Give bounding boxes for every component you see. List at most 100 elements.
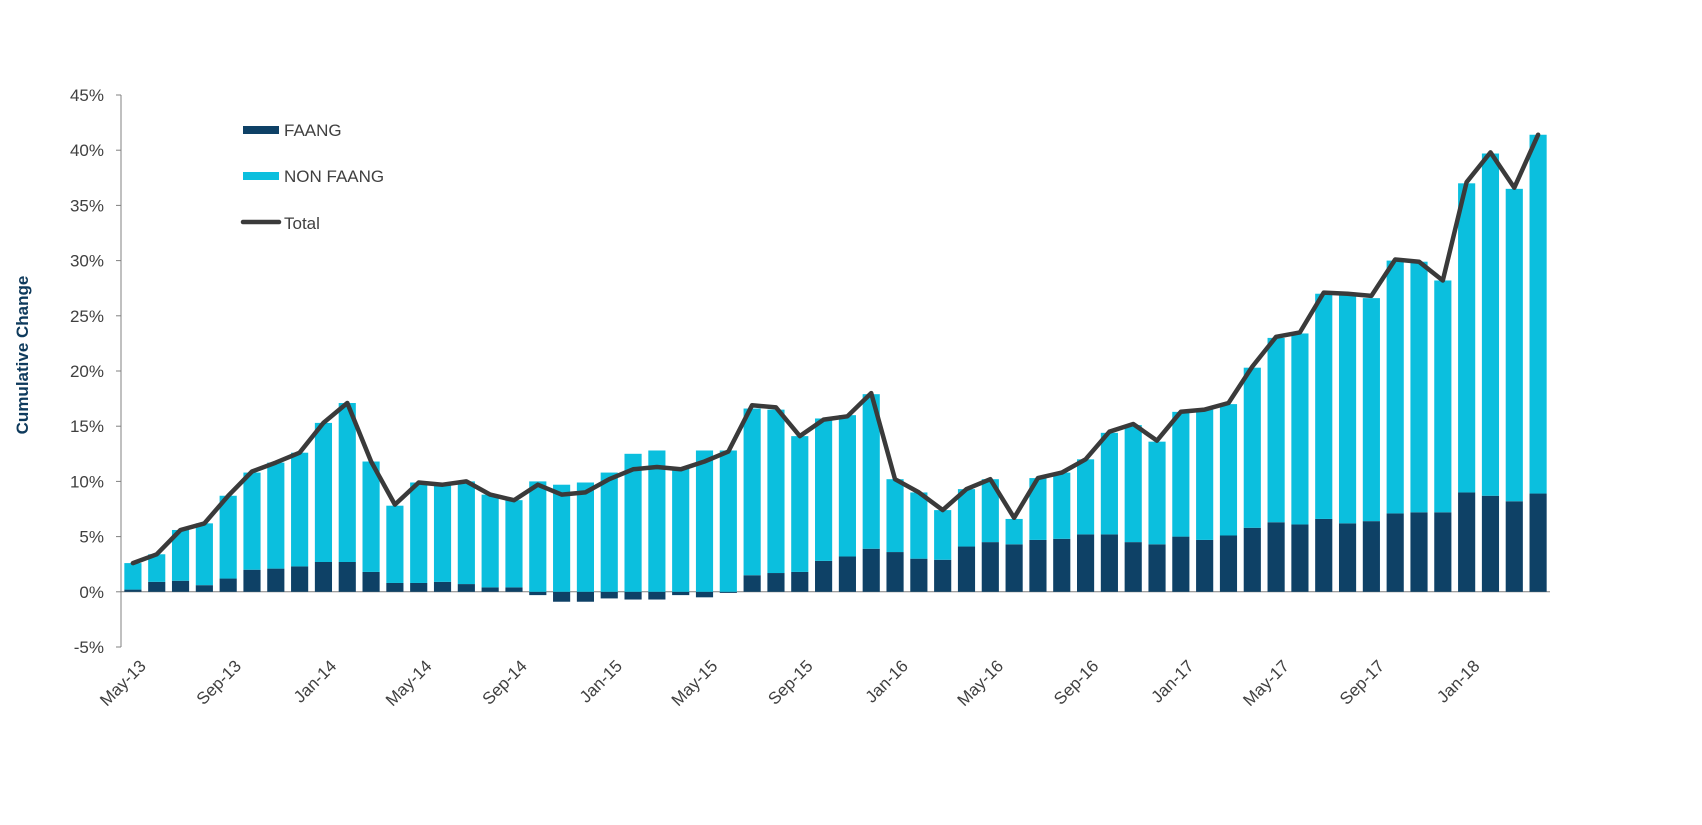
bar-non-faang: [505, 500, 523, 588]
bar-faang: [243, 569, 261, 592]
bar-non-faang: [672, 467, 690, 592]
bar-non-faang: [148, 554, 166, 582]
bar-faang: [695, 591, 714, 598]
bar-faang: [124, 589, 142, 592]
bar-non-faang: [386, 505, 404, 583]
bar-faang: [267, 568, 285, 592]
bar-faang: [171, 580, 190, 592]
y-tick-label: -5%: [74, 638, 104, 657]
y-tick-label: 15%: [70, 417, 104, 436]
y-tick-label: 0%: [79, 583, 104, 602]
bar-non-faang: [719, 450, 737, 592]
bar-non-faang: [600, 472, 618, 592]
bar-non-faang: [1077, 459, 1095, 535]
bar-non-faang: [1458, 183, 1476, 493]
bar-non-faang: [1529, 134, 1547, 494]
total-line-layer: [130, 132, 1541, 566]
bar-faang: [815, 560, 833, 592]
bar-faang: [219, 578, 237, 592]
bar-faang: [1077, 534, 1095, 592]
y-tick-label: 45%: [70, 86, 104, 105]
bar-non-faang: [957, 489, 976, 547]
x-tick-label: Jan-16: [862, 656, 912, 706]
x-tick-label: May-17: [1239, 656, 1293, 710]
y-tick-label: 25%: [70, 307, 104, 326]
x-tick-label: May-15: [668, 656, 722, 710]
bar-non-faang: [1315, 293, 1333, 519]
bar-non-faang: [1196, 408, 1214, 540]
bar-non-faang: [1291, 333, 1309, 525]
bar-faang: [1243, 527, 1261, 592]
bar-faang: [433, 581, 452, 592]
bar-faang: [1219, 535, 1238, 592]
bar-faang: [838, 556, 856, 592]
bar-faang: [1505, 501, 1523, 592]
bar-non-faang: [1029, 478, 1047, 540]
legend: FAANG NON FAANG Total: [240, 121, 384, 233]
bar-faang: [505, 587, 523, 592]
bar-non-faang: [410, 482, 428, 583]
bar-faang: [1196, 539, 1214, 592]
x-tick-label: Jan-15: [576, 656, 626, 706]
x-tick-label: Sep-16: [1050, 656, 1102, 708]
bar-faang: [1434, 512, 1452, 592]
bar-faang: [553, 591, 571, 602]
legend-faang-label: FAANG: [284, 121, 342, 140]
bar-non-faang: [838, 415, 856, 557]
bar-non-faang: [124, 563, 142, 590]
bar-non-faang: [1362, 298, 1380, 522]
bar-faang: [1100, 534, 1118, 592]
bar-non-faang: [743, 408, 761, 576]
bar-faang: [386, 582, 404, 592]
bar-non-faang: [1434, 280, 1452, 513]
bar-non-faang: [219, 495, 237, 579]
bar-faang: [148, 581, 166, 592]
bar-faang: [981, 542, 999, 592]
bar-non-faang: [862, 394, 880, 549]
bar-non-faang: [1100, 432, 1118, 535]
bar-non-faang: [1148, 441, 1166, 545]
bar-faang: [291, 566, 309, 592]
bar-non-faang: [815, 418, 833, 561]
x-tick-labels: May-13 Sep-13 Jan-14 May-14 Sep-14 Jan-15 May-…: [96, 656, 1483, 710]
bar-non-faang: [338, 403, 356, 562]
bar-non-faang: [481, 494, 499, 588]
x-tick-label: Jan-14: [290, 656, 340, 706]
x-tick-label: Sep-15: [764, 656, 816, 708]
bar-non-faang: [1124, 425, 1142, 543]
bar-faang: [1386, 513, 1404, 592]
bar-faang: [672, 591, 690, 596]
bar-non-faang: [695, 450, 714, 592]
bar-faang: [195, 585, 213, 592]
x-tick-label: May-14: [382, 656, 436, 710]
bar-faang: [1481, 495, 1500, 592]
bar-faang: [648, 591, 666, 600]
bar-non-faang: [267, 462, 285, 569]
bar-faang: [743, 575, 761, 592]
bar-non-faang: [1219, 404, 1238, 536]
bar-non-faang: [1005, 518, 1023, 545]
y-tick-label: 10%: [70, 472, 104, 491]
legend-total-label: Total: [284, 214, 320, 233]
bar-non-faang: [457, 481, 475, 585]
y-tick-label: 35%: [70, 196, 104, 215]
bar-non-faang: [171, 529, 190, 581]
bar-non-faang: [910, 492, 928, 559]
bar-non-faang: [981, 479, 999, 543]
y-tick-label: 5%: [79, 528, 104, 547]
bar-faang: [1338, 523, 1357, 592]
y-tick-label: 30%: [70, 252, 104, 271]
bar-non-faang: [1267, 337, 1285, 523]
x-tick-label: May-16: [954, 656, 1008, 710]
bar-non-faang: [314, 422, 333, 562]
bar-non-faang: [1172, 411, 1190, 537]
bar-faang: [957, 546, 976, 592]
x-tick-label: Sep-13: [193, 656, 245, 708]
bar-faang: [600, 591, 618, 599]
bar-faang: [457, 584, 475, 592]
bar-non-faang: [433, 484, 452, 582]
bar-faang: [791, 571, 809, 592]
x-tick-label: May-13: [96, 656, 150, 710]
